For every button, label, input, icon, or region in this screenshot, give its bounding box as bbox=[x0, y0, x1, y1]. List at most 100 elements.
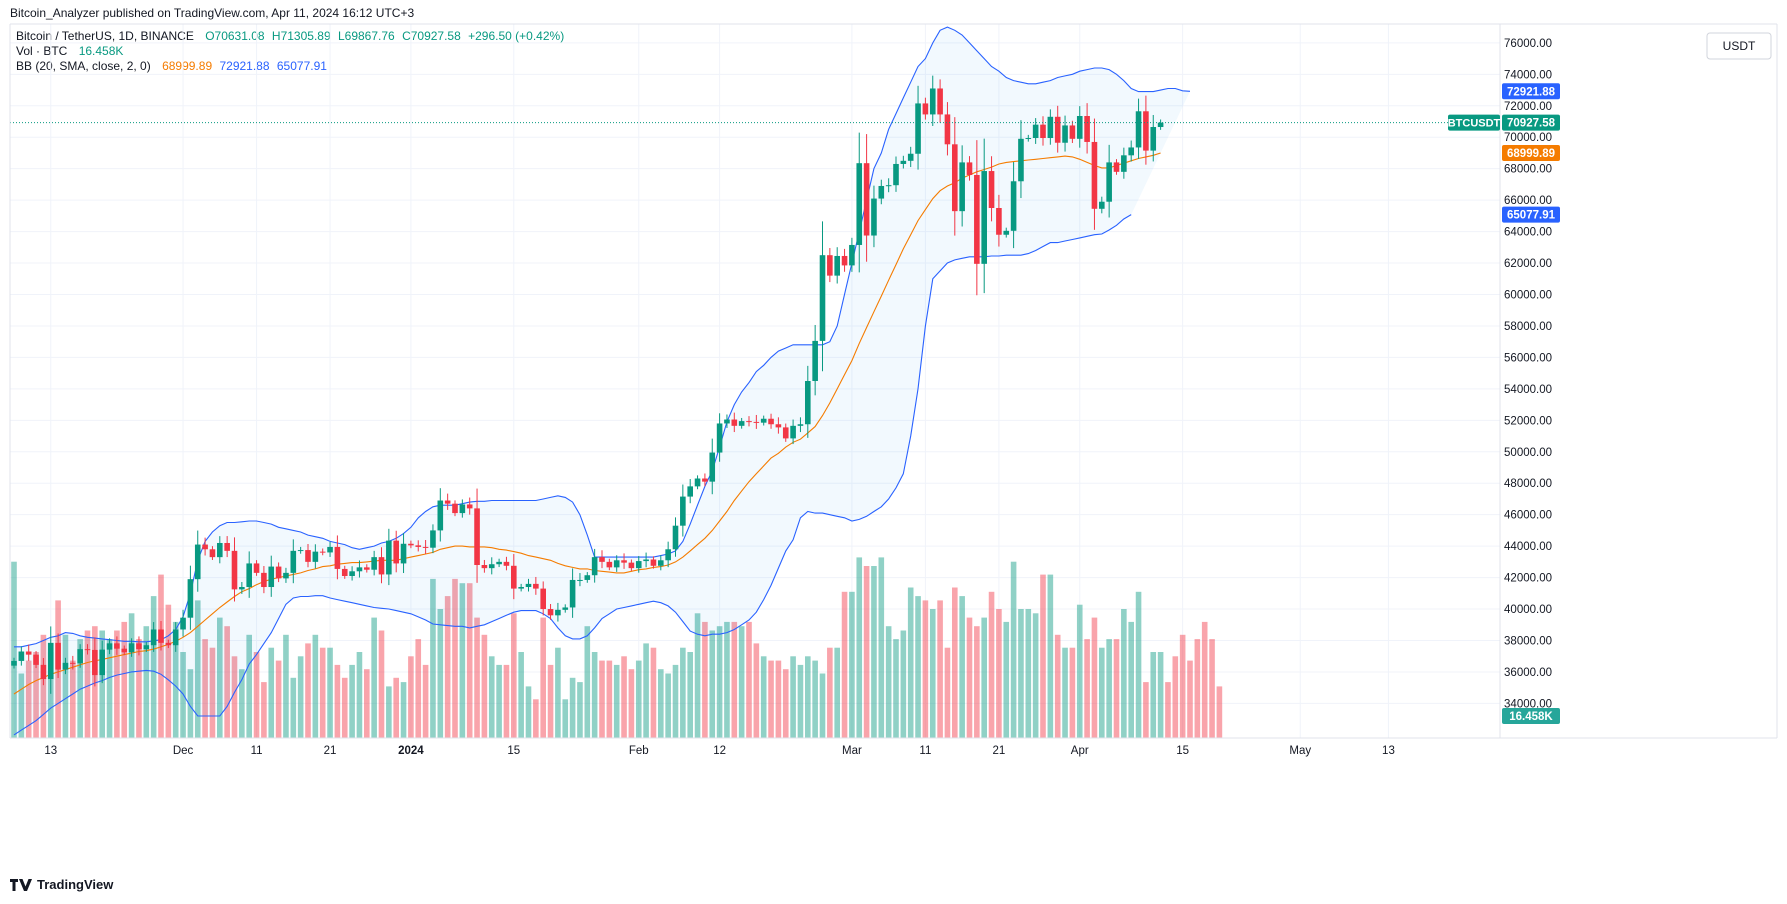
candle-body bbox=[18, 651, 25, 661]
volume-bar bbox=[606, 660, 613, 738]
volume-bar bbox=[275, 660, 282, 738]
candle-body bbox=[885, 185, 892, 187]
volume-bar bbox=[760, 656, 767, 738]
volume-bar bbox=[364, 669, 370, 738]
volume-bar bbox=[540, 617, 546, 738]
volume-bar bbox=[40, 634, 47, 738]
volume-bar bbox=[99, 630, 105, 738]
volume-bar bbox=[194, 600, 201, 738]
volume-bar bbox=[481, 634, 488, 738]
volume-bar bbox=[929, 609, 936, 738]
badge-bb-basis-bg bbox=[1502, 144, 1560, 161]
volume-bar bbox=[599, 660, 605, 738]
badge-bb-basis: 68999.89 bbox=[1507, 148, 1555, 160]
legend-symbol[interactable]: Bitcoin / TetherUS, 1D, BINANCE bbox=[16, 29, 194, 43]
candle-body bbox=[99, 649, 105, 676]
candle-body bbox=[775, 424, 782, 428]
candle-body bbox=[863, 163, 870, 236]
price-tick-label: 60000.00 bbox=[1504, 290, 1552, 302]
candle-body bbox=[341, 568, 348, 577]
legend-high: H71305.89 bbox=[271, 29, 331, 43]
candle-body bbox=[62, 662, 69, 670]
currency-box[interactable] bbox=[1706, 32, 1772, 60]
volume-bar bbox=[172, 621, 179, 738]
candle-body bbox=[511, 565, 517, 589]
candle-body bbox=[599, 557, 605, 562]
volume-bar bbox=[106, 639, 113, 738]
candle-body bbox=[694, 478, 701, 487]
volume-bar bbox=[643, 643, 649, 738]
volume-bar bbox=[474, 617, 480, 738]
volume-bar bbox=[885, 626, 892, 738]
price-axis[interactable]: 34000.00 36000.00 38000.00 40000.00 42000.00… bbox=[1504, 38, 1552, 711]
volume-bar bbox=[114, 630, 120, 738]
candle-body bbox=[922, 103, 929, 115]
volume-bar bbox=[702, 621, 708, 738]
volume-bar bbox=[209, 647, 216, 738]
candle-body bbox=[1032, 124, 1039, 139]
volume-bar bbox=[488, 656, 495, 738]
badge-bb-lower-bg bbox=[1502, 206, 1560, 223]
volume-bar bbox=[1003, 621, 1010, 738]
volume-bars bbox=[11, 557, 1223, 738]
candle-body bbox=[422, 546, 429, 548]
legend-volume-label[interactable]: Vol · BTC bbox=[16, 44, 68, 58]
volume-bar bbox=[863, 566, 870, 738]
volume-bar bbox=[547, 664, 554, 738]
volume-bar bbox=[716, 626, 723, 738]
volume-bar bbox=[724, 621, 730, 738]
candle-body bbox=[974, 174, 980, 264]
volume-bar bbox=[1128, 621, 1134, 738]
candle-body bbox=[430, 530, 436, 548]
volume-bar bbox=[621, 656, 627, 738]
tradingview-brand[interactable]: TradingView bbox=[10, 877, 113, 892]
candle-body bbox=[437, 500, 444, 531]
badge-bb-upper: 72921.88 bbox=[1507, 86, 1556, 98]
candle-body bbox=[187, 579, 194, 618]
candle-body bbox=[327, 546, 333, 553]
volume-bar bbox=[1157, 652, 1164, 738]
volume-bar bbox=[261, 682, 267, 738]
volume-bar bbox=[937, 600, 943, 738]
volume-bar bbox=[1047, 574, 1054, 738]
candle-body bbox=[944, 114, 951, 145]
volume-bar bbox=[511, 613, 517, 738]
candle-body bbox=[1018, 138, 1024, 182]
volume-bar bbox=[136, 639, 142, 738]
volume-bar bbox=[577, 682, 583, 738]
volume-bar bbox=[187, 669, 194, 738]
candle-body bbox=[1150, 127, 1157, 151]
candle-body bbox=[466, 504, 473, 509]
candle-body bbox=[1054, 116, 1061, 143]
volume-bar bbox=[319, 647, 326, 738]
volume-bar bbox=[422, 664, 429, 738]
volume-bar bbox=[518, 652, 524, 738]
candle-body bbox=[768, 418, 774, 425]
time-axis[interactable]: 13 Dec 11 21 2024 15 Feb 12 Mar 11 21 Apr 15 May 13 bbox=[44, 745, 1394, 757]
price-tick-label: 46000.00 bbox=[1504, 510, 1552, 522]
candle-body bbox=[1062, 125, 1068, 143]
candle-body bbox=[1025, 138, 1032, 140]
volume-bar bbox=[1025, 609, 1032, 738]
bb-lower-line bbox=[13, 214, 1132, 736]
volume-bar bbox=[591, 652, 598, 738]
price-tick-label: 62000.00 bbox=[1504, 258, 1552, 270]
candle-body bbox=[268, 566, 275, 588]
candle-body bbox=[819, 255, 826, 341]
candle-body bbox=[849, 244, 855, 266]
legend-bb-label[interactable]: BB (20, SMA, close, 2, 0) bbox=[16, 59, 151, 73]
volume-bar bbox=[371, 617, 377, 738]
volume-bar bbox=[628, 669, 635, 738]
legend-change: +296.50 (+0.42%) bbox=[468, 29, 565, 43]
candle-body bbox=[25, 651, 32, 655]
volume-bar bbox=[768, 660, 774, 738]
volume-bar bbox=[525, 686, 532, 738]
volume-bar bbox=[658, 669, 664, 738]
volume-bar bbox=[33, 652, 39, 738]
candle-body bbox=[136, 643, 142, 650]
price-tick-label: 44000.00 bbox=[1504, 541, 1552, 553]
candle-body bbox=[878, 185, 885, 199]
candle-body bbox=[827, 255, 833, 276]
candle-body bbox=[635, 561, 642, 569]
